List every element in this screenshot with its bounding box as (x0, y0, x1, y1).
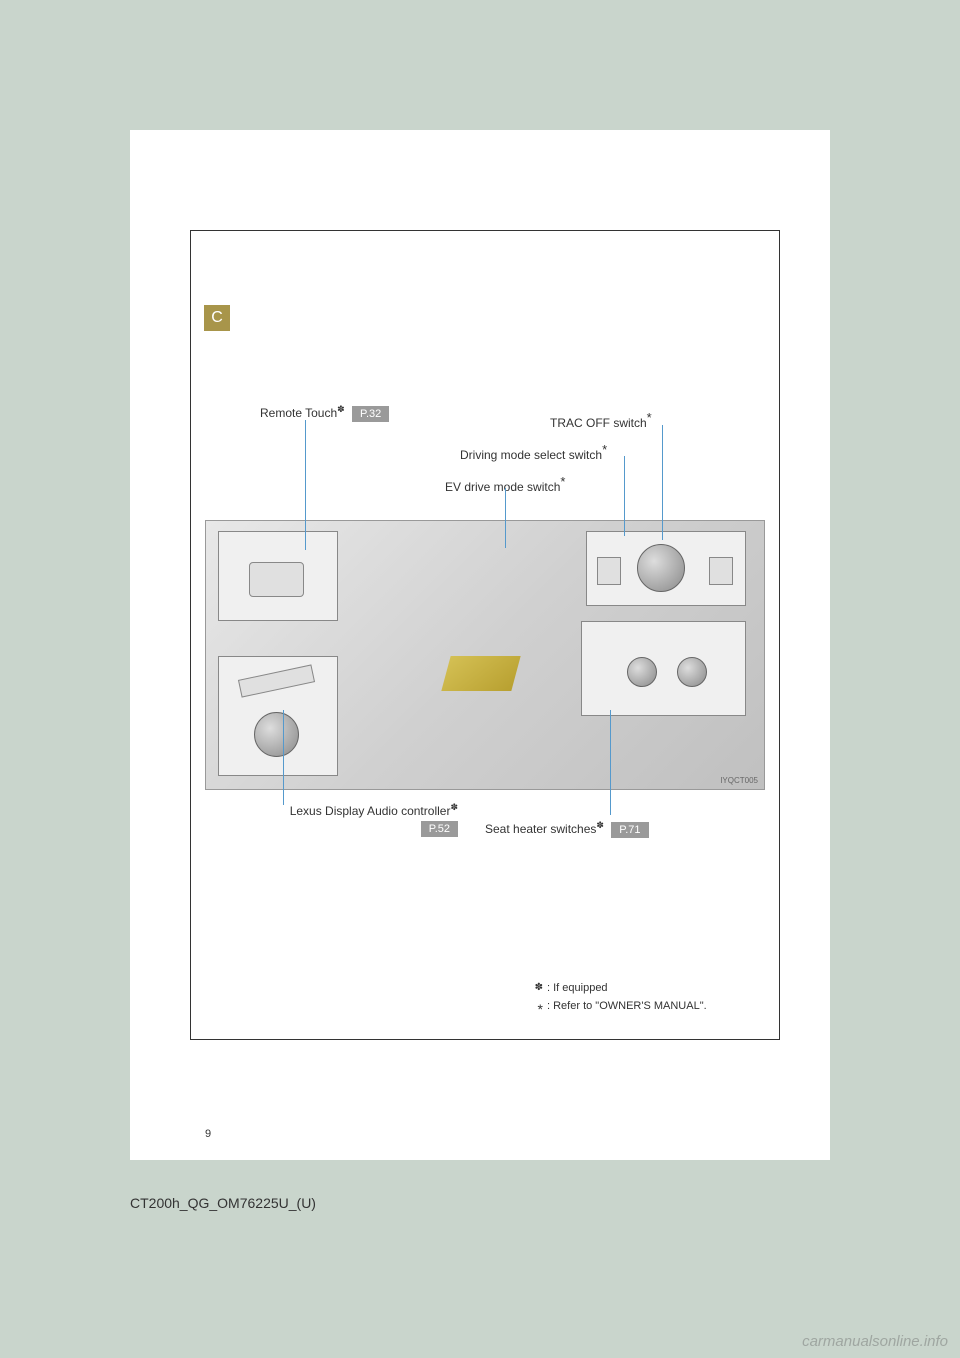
document-code: CT200h_QG_OM76225U_(U) (130, 1195, 316, 1211)
footnote-text: : Refer to "OWNER'S MANUAL". (547, 998, 707, 1020)
callout-text: Lexus Display Audio controller (290, 804, 451, 818)
seat-heater-right-icon (677, 657, 707, 687)
watermark: carmanualsonline.info (802, 1333, 948, 1350)
seat-heater-left-icon (627, 657, 657, 687)
sup-star: * (560, 474, 565, 489)
callout-text: Remote Touch (260, 406, 337, 420)
inset-audio-controller (218, 656, 338, 776)
callout-text: EV drive mode switch (445, 480, 560, 494)
callout-line (610, 710, 611, 815)
trac-button-icon (709, 557, 733, 585)
inset-drive-switches (586, 531, 746, 606)
sup-ast: ✽ (450, 802, 458, 812)
inset-remote-touch (218, 531, 338, 621)
section-badge: C (204, 305, 230, 331)
page-ref: P.32 (352, 406, 389, 422)
page-ref: P.71 (611, 822, 648, 838)
sup-star: * (602, 442, 607, 457)
callout-line (624, 456, 625, 536)
inset-seat-heater (581, 621, 746, 716)
callout-line (283, 710, 284, 805)
remote-touch-pad-icon (249, 562, 304, 597)
sup-ast: ✽ (596, 820, 604, 830)
page-ref: P.52 (421, 821, 458, 837)
callout-remote-touch: Remote Touch✽ P.32 (260, 404, 389, 422)
instrument-panel-diagram: IYQCT005 (205, 520, 765, 790)
page-container: Overview Instrument Panel C Remote Touch… (130, 130, 830, 1160)
drive-mode-knob-icon (637, 544, 685, 592)
image-code: IYQCT005 (720, 776, 758, 785)
sup-ast: ✽ (337, 404, 345, 414)
footnote-row: * : Refer to "OWNER'S MANUAL". (525, 998, 707, 1020)
footnote-text: : If equipped (547, 980, 608, 998)
footnote-row: ✽ : If equipped (525, 980, 707, 998)
callout-driving-mode: Driving mode select switch* (460, 442, 607, 462)
footnote-symbol: * (525, 998, 543, 1020)
console-highlight-icon (441, 656, 520, 691)
callout-text: TRAC OFF switch (550, 416, 647, 430)
ev-button-icon (597, 557, 621, 585)
callout-lexus-audio: Lexus Display Audio controller✽ P.52 (258, 802, 458, 837)
callout-line (305, 420, 306, 550)
footnote-symbol: ✽ (525, 980, 543, 998)
callout-line (662, 425, 663, 540)
callout-seat-heater: Seat heater switches✽ P.71 (485, 820, 649, 838)
callout-line (505, 488, 506, 548)
sup-star: * (647, 410, 652, 425)
page-number: 9 (205, 1128, 211, 1140)
audio-buttons-icon (238, 664, 315, 697)
audio-knob-icon (254, 712, 299, 757)
footnote-area: ✽ : If equipped * : Refer to "OWNER'S MA… (525, 980, 707, 1020)
callout-text: Driving mode select switch (460, 448, 602, 462)
callout-text: Seat heater switches (485, 822, 596, 836)
callout-trac-off: TRAC OFF switch* (550, 410, 652, 430)
